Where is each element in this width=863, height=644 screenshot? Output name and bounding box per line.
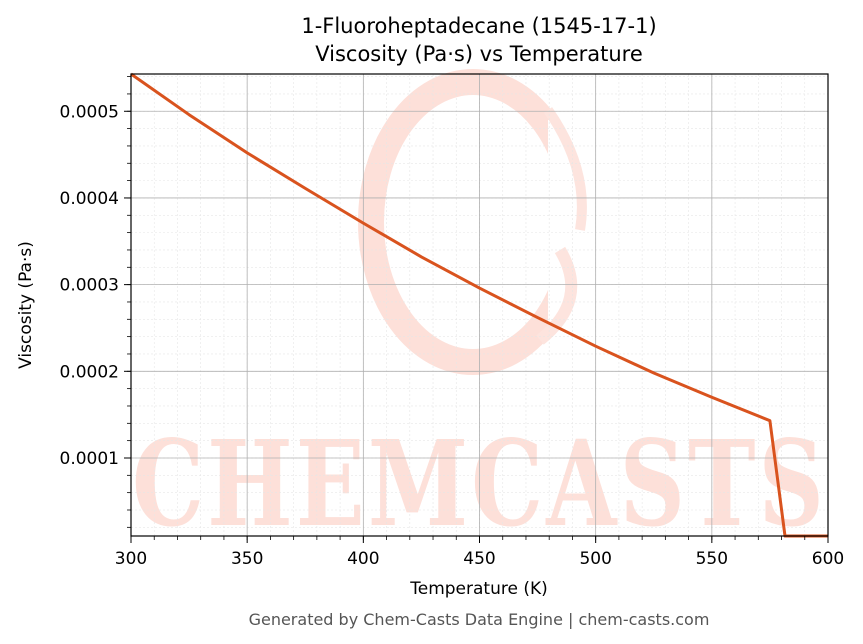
x-tick-label: 450 — [463, 549, 495, 569]
y-tick-label: 0.0001 — [60, 449, 119, 469]
x-tick-label: 350 — [231, 549, 263, 569]
y-tick-label: 0.0005 — [60, 102, 119, 122]
x-tick-label: 300 — [115, 549, 147, 569]
footer-credit: Generated by Chem-Casts Data Engine | ch… — [249, 610, 710, 629]
chart-title: 1-Fluoroheptadecane (1545-17-1) — [301, 14, 656, 38]
x-tick-label: 550 — [696, 549, 728, 569]
x-axis-label: Temperature (K) — [409, 579, 548, 599]
x-tick-label: 600 — [812, 549, 844, 569]
chart-subtitle: Viscosity (Pa·s) vs Temperature — [315, 42, 643, 66]
y-axis-label: Viscosity (Pa·s) — [16, 241, 36, 369]
y-tick-label: 0.0004 — [60, 189, 119, 209]
y-tick-label: 0.0002 — [60, 362, 119, 382]
y-tick-label: 0.0003 — [60, 276, 119, 296]
x-tick-label: 400 — [347, 549, 379, 569]
x-tick-label: 500 — [579, 549, 611, 569]
